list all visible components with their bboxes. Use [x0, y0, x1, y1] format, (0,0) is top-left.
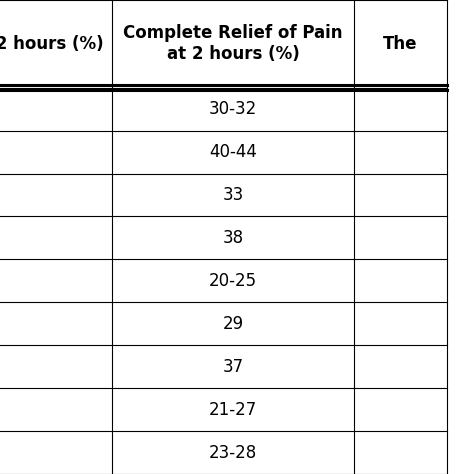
Text: Complete Relief of Pain
at 2 hours (%): Complete Relief of Pain at 2 hours (%) — [123, 25, 343, 63]
Text: 30-32: 30-32 — [209, 100, 257, 118]
Text: 33: 33 — [223, 186, 244, 204]
Text: 21-27: 21-27 — [209, 401, 257, 419]
Text: 40-44: 40-44 — [209, 143, 257, 161]
Text: 23-28: 23-28 — [209, 444, 257, 462]
Text: 29: 29 — [223, 315, 244, 333]
Text: 20-25: 20-25 — [209, 272, 257, 290]
Text: The: The — [383, 35, 418, 53]
Text: 38: 38 — [223, 229, 244, 247]
Text: t 2 hours (%): t 2 hours (%) — [0, 35, 103, 53]
Text: 37: 37 — [223, 358, 244, 376]
